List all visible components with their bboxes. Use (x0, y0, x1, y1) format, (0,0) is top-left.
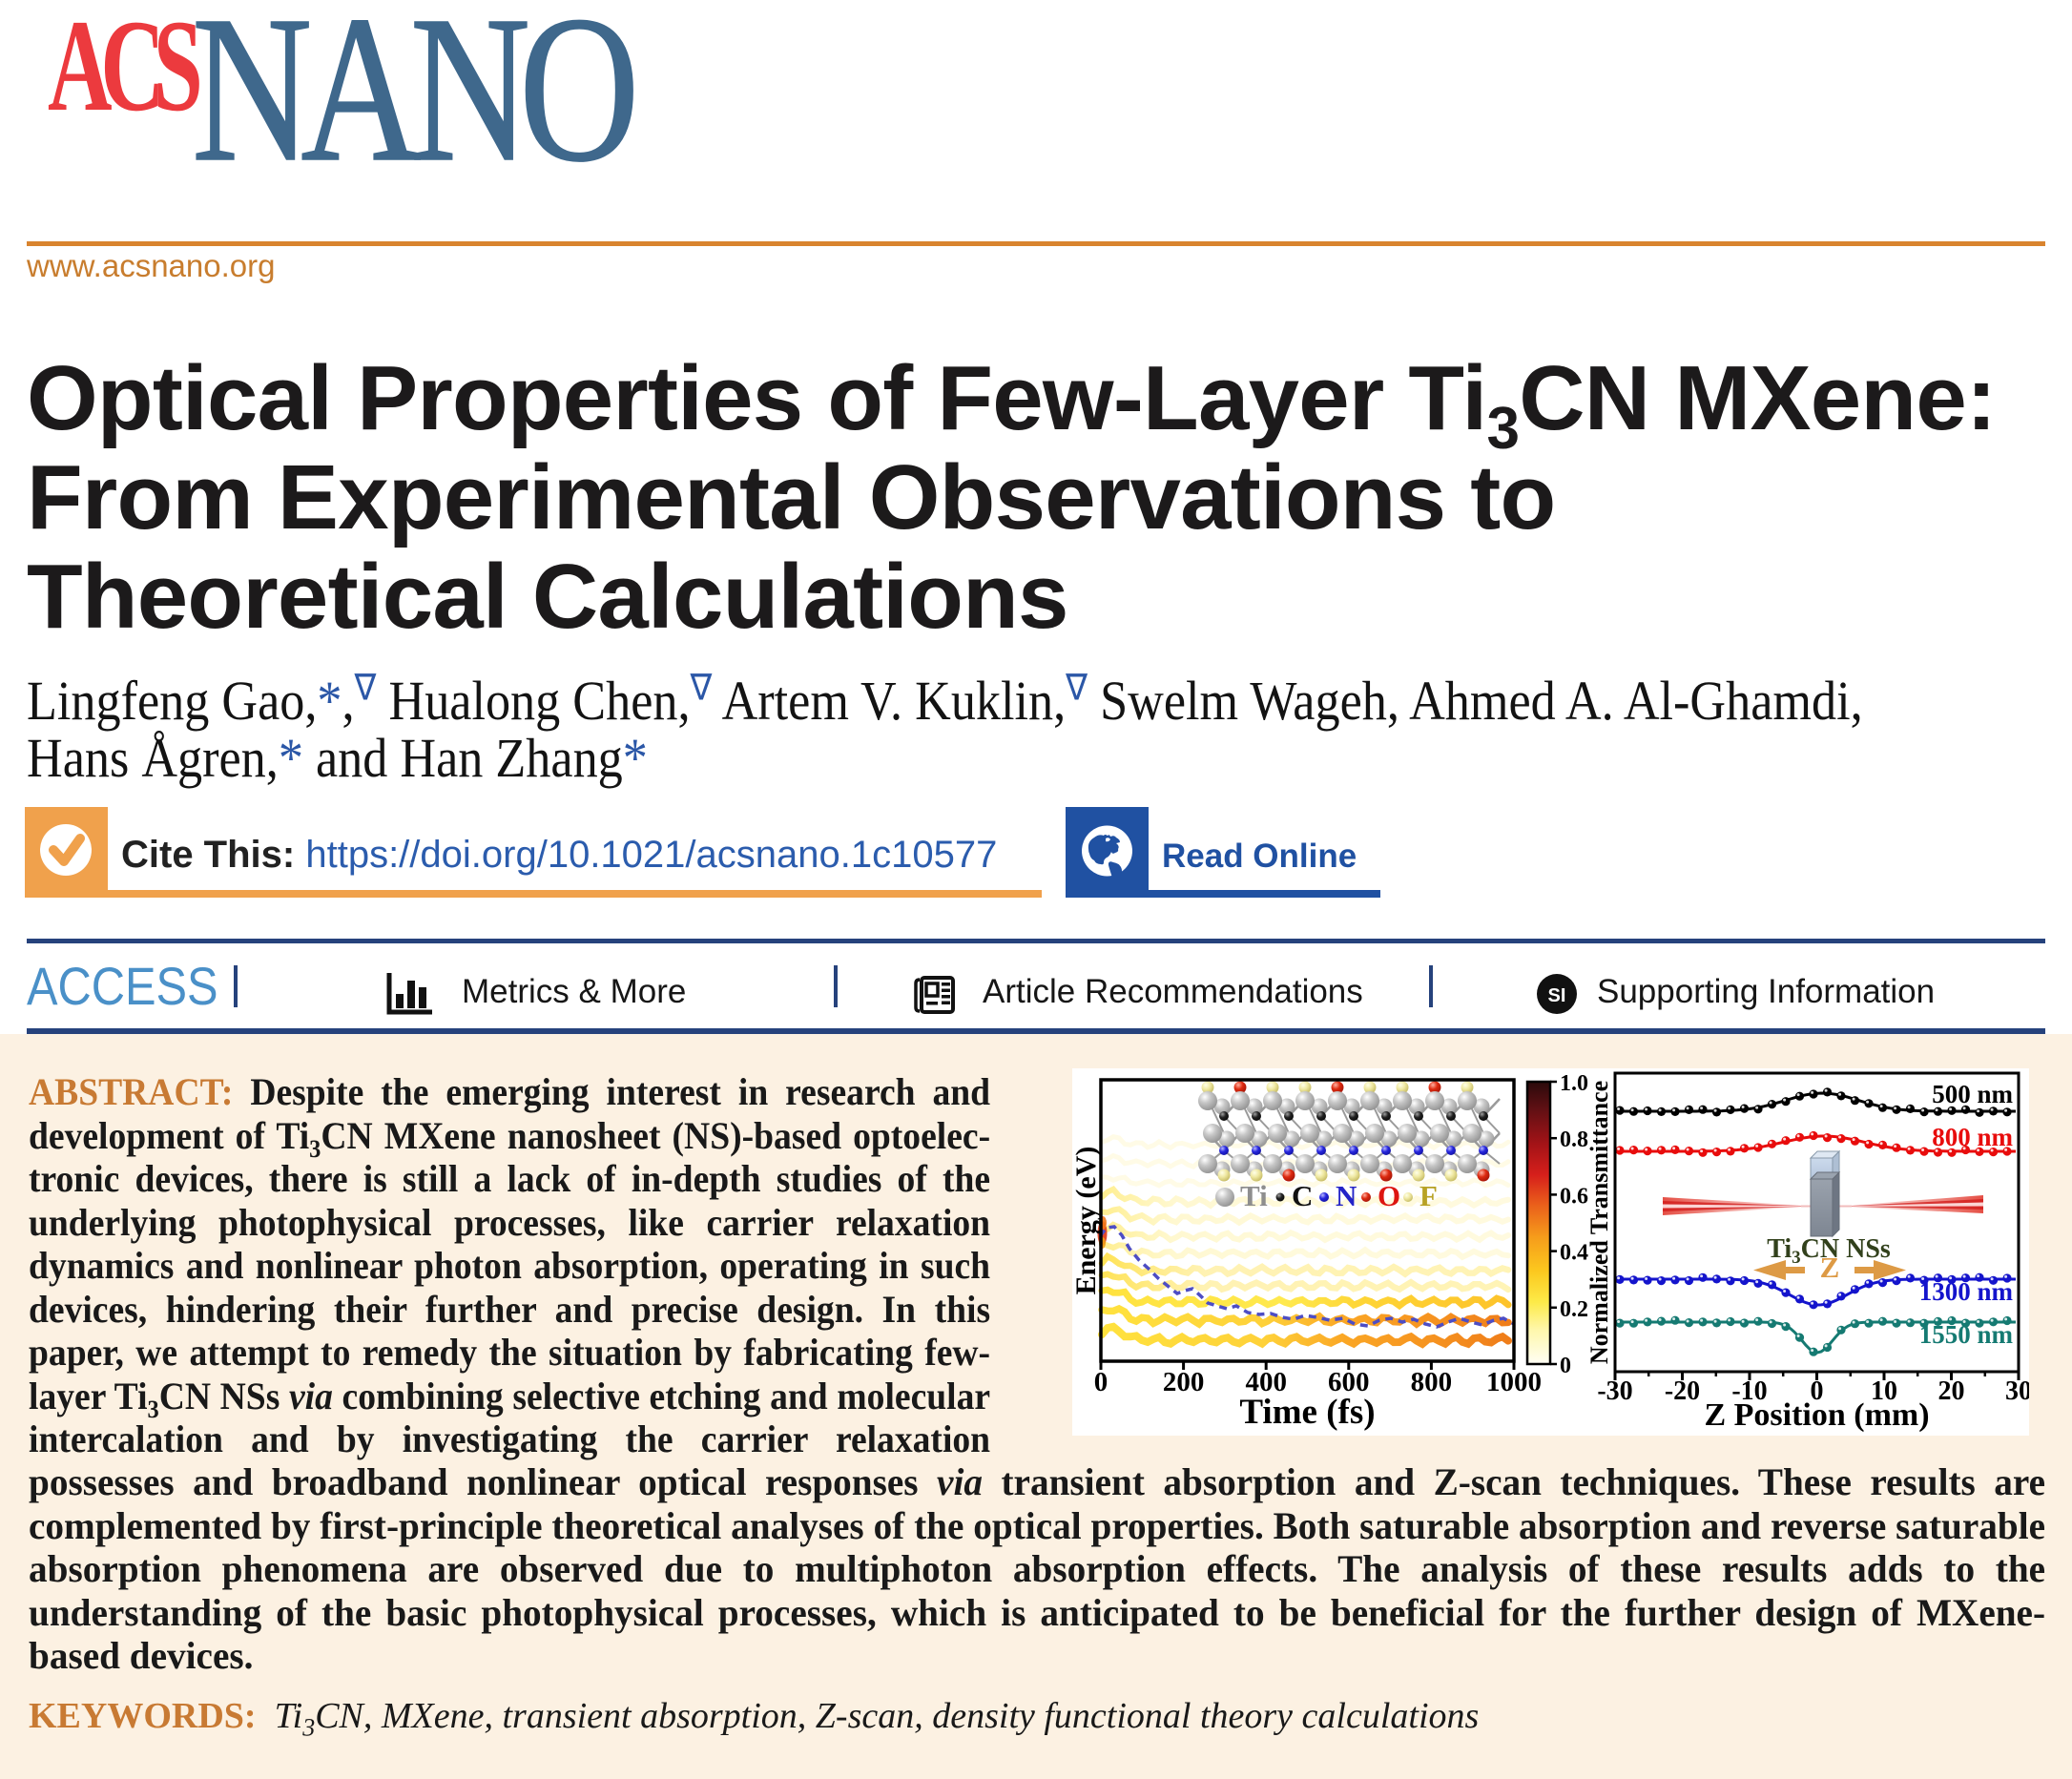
svg-text:0: 0 (1560, 1354, 1571, 1378)
svg-text:800 nm: 800 nm (1932, 1123, 2013, 1151)
svg-text:Ti: Ti (1240, 1179, 1268, 1212)
svg-text:Ti3CN NSs: Ti3CN NSs (1767, 1234, 1891, 1268)
svg-text:0.2: 0.2 (1560, 1297, 1588, 1322)
svg-text:-30: -30 (1597, 1376, 1632, 1406)
svg-text:-20: -20 (1665, 1376, 1700, 1406)
svg-text:0.6: 0.6 (1560, 1184, 1588, 1209)
svg-text:600: 600 (1328, 1367, 1370, 1397)
svg-text:-10: -10 (1731, 1376, 1767, 1406)
svg-text:Normalized Transmittance: Normalized Transmittance (1585, 1081, 1613, 1364)
svg-text:1550 nm: 1550 nm (1919, 1320, 2014, 1349)
svg-text:800: 800 (1411, 1367, 1453, 1397)
svg-text:N: N (1336, 1179, 1357, 1212)
svg-text:10: 10 (1871, 1376, 1897, 1406)
svg-text:400: 400 (1245, 1367, 1287, 1397)
svg-text:SI: SI (1548, 985, 1566, 1006)
svg-text:F: F (1419, 1179, 1438, 1212)
svg-text:0.4: 0.4 (1560, 1241, 1588, 1266)
svg-text:1000: 1000 (1486, 1367, 1542, 1397)
svg-text:30: 30 (2005, 1376, 2029, 1406)
svg-text:1.0: 1.0 (1560, 1071, 1588, 1096)
svg-text:0: 0 (1811, 1376, 1824, 1406)
svg-text:500 nm: 500 nm (1932, 1080, 2013, 1108)
svg-text:C: C (1292, 1179, 1313, 1212)
svg-text:Z Position (mm): Z Position (mm) (1704, 1397, 1929, 1433)
svg-text:O: O (1378, 1179, 1400, 1212)
svg-text:200: 200 (1163, 1367, 1205, 1397)
svg-text:Z: Z (1820, 1251, 1840, 1284)
svg-text:20: 20 (1938, 1376, 1965, 1406)
svg-text:0: 0 (1094, 1367, 1109, 1397)
svg-text:1300 nm: 1300 nm (1919, 1277, 2014, 1306)
svg-text:Energy (eV): Energy (eV) (1072, 1147, 1102, 1295)
svg-text:0.8: 0.8 (1560, 1127, 1588, 1152)
svg-text:Time (fs): Time (fs) (1239, 1393, 1375, 1432)
